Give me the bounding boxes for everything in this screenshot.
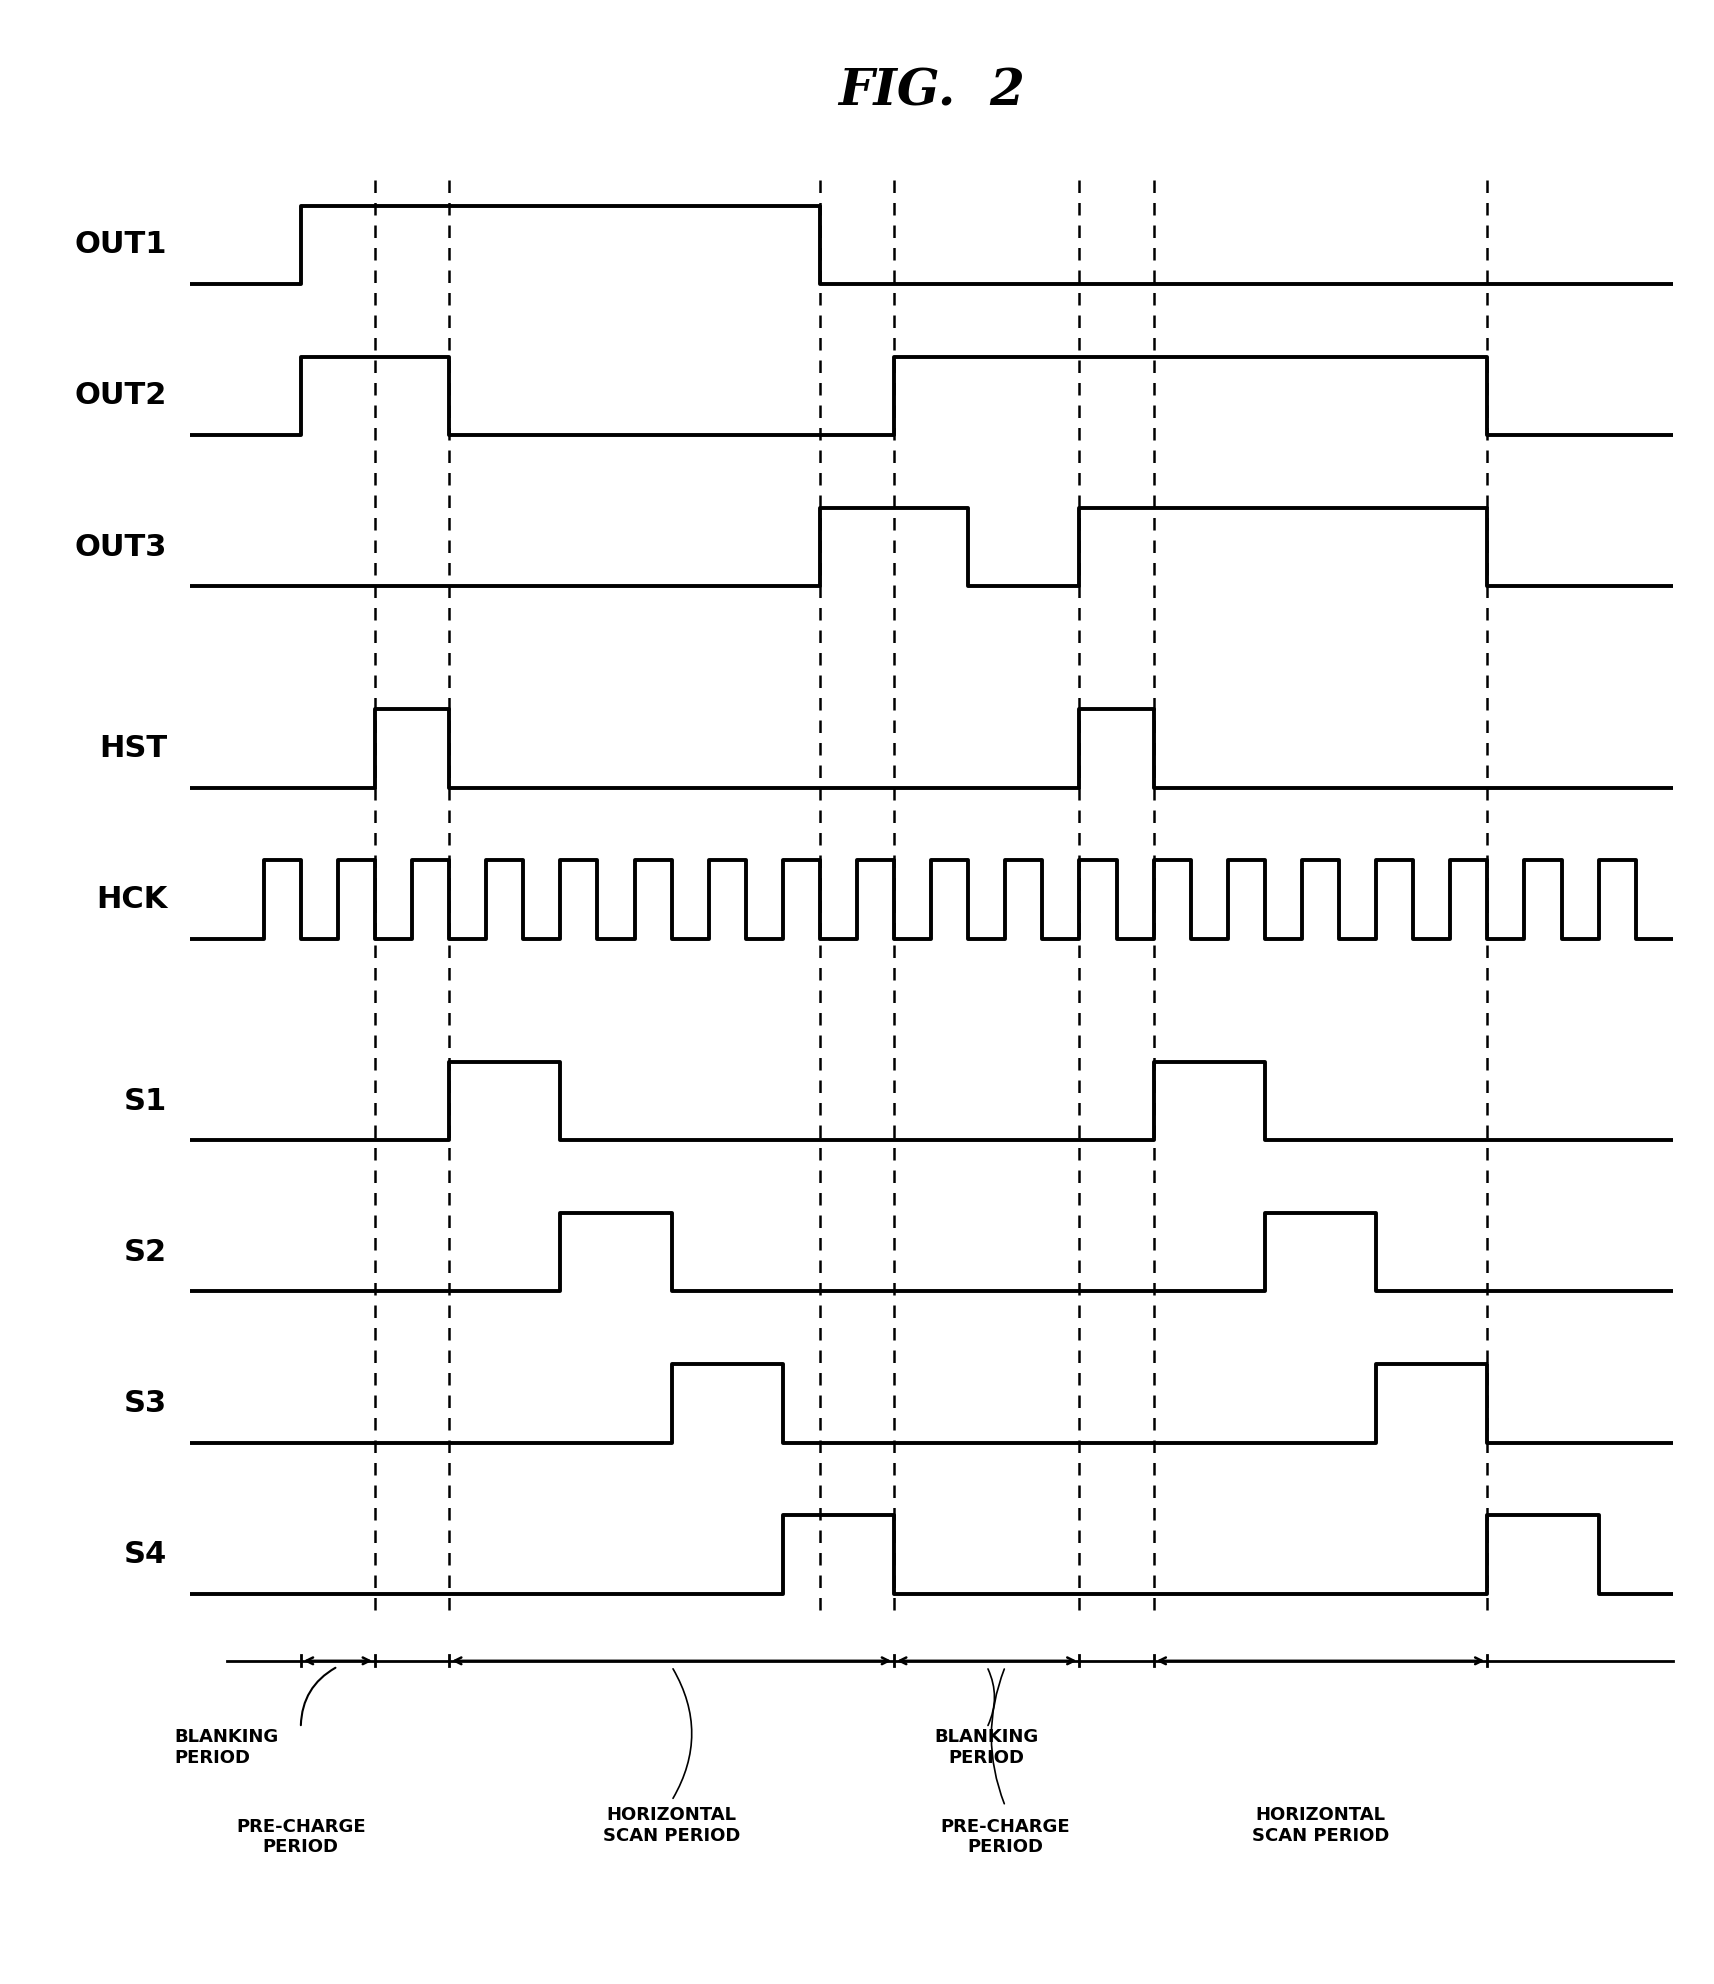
Text: PRE-CHARGE
PERIOD: PRE-CHARGE PERIOD — [941, 1817, 1070, 1857]
Text: S1: S1 — [123, 1087, 168, 1115]
Text: PRE-CHARGE
PERIOD: PRE-CHARGE PERIOD — [237, 1817, 365, 1857]
Text: HCK: HCK — [96, 885, 168, 915]
Text: HORIZONTAL
SCAN PERIOD: HORIZONTAL SCAN PERIOD — [603, 1805, 740, 1845]
Text: FIG.  2: FIG. 2 — [838, 67, 1025, 117]
Text: S3: S3 — [123, 1389, 168, 1419]
Text: BLANKING
PERIOD: BLANKING PERIOD — [175, 1728, 279, 1768]
Text: BLANKING
PERIOD: BLANKING PERIOD — [934, 1728, 1039, 1768]
Text: S2: S2 — [123, 1238, 168, 1266]
Text: OUT3: OUT3 — [75, 532, 168, 561]
Text: OUT1: OUT1 — [75, 230, 168, 260]
Text: HST: HST — [99, 734, 168, 764]
Text: S4: S4 — [123, 1540, 168, 1569]
Text: OUT2: OUT2 — [75, 381, 168, 411]
Text: HORIZONTAL
SCAN PERIOD: HORIZONTAL SCAN PERIOD — [1251, 1805, 1388, 1845]
